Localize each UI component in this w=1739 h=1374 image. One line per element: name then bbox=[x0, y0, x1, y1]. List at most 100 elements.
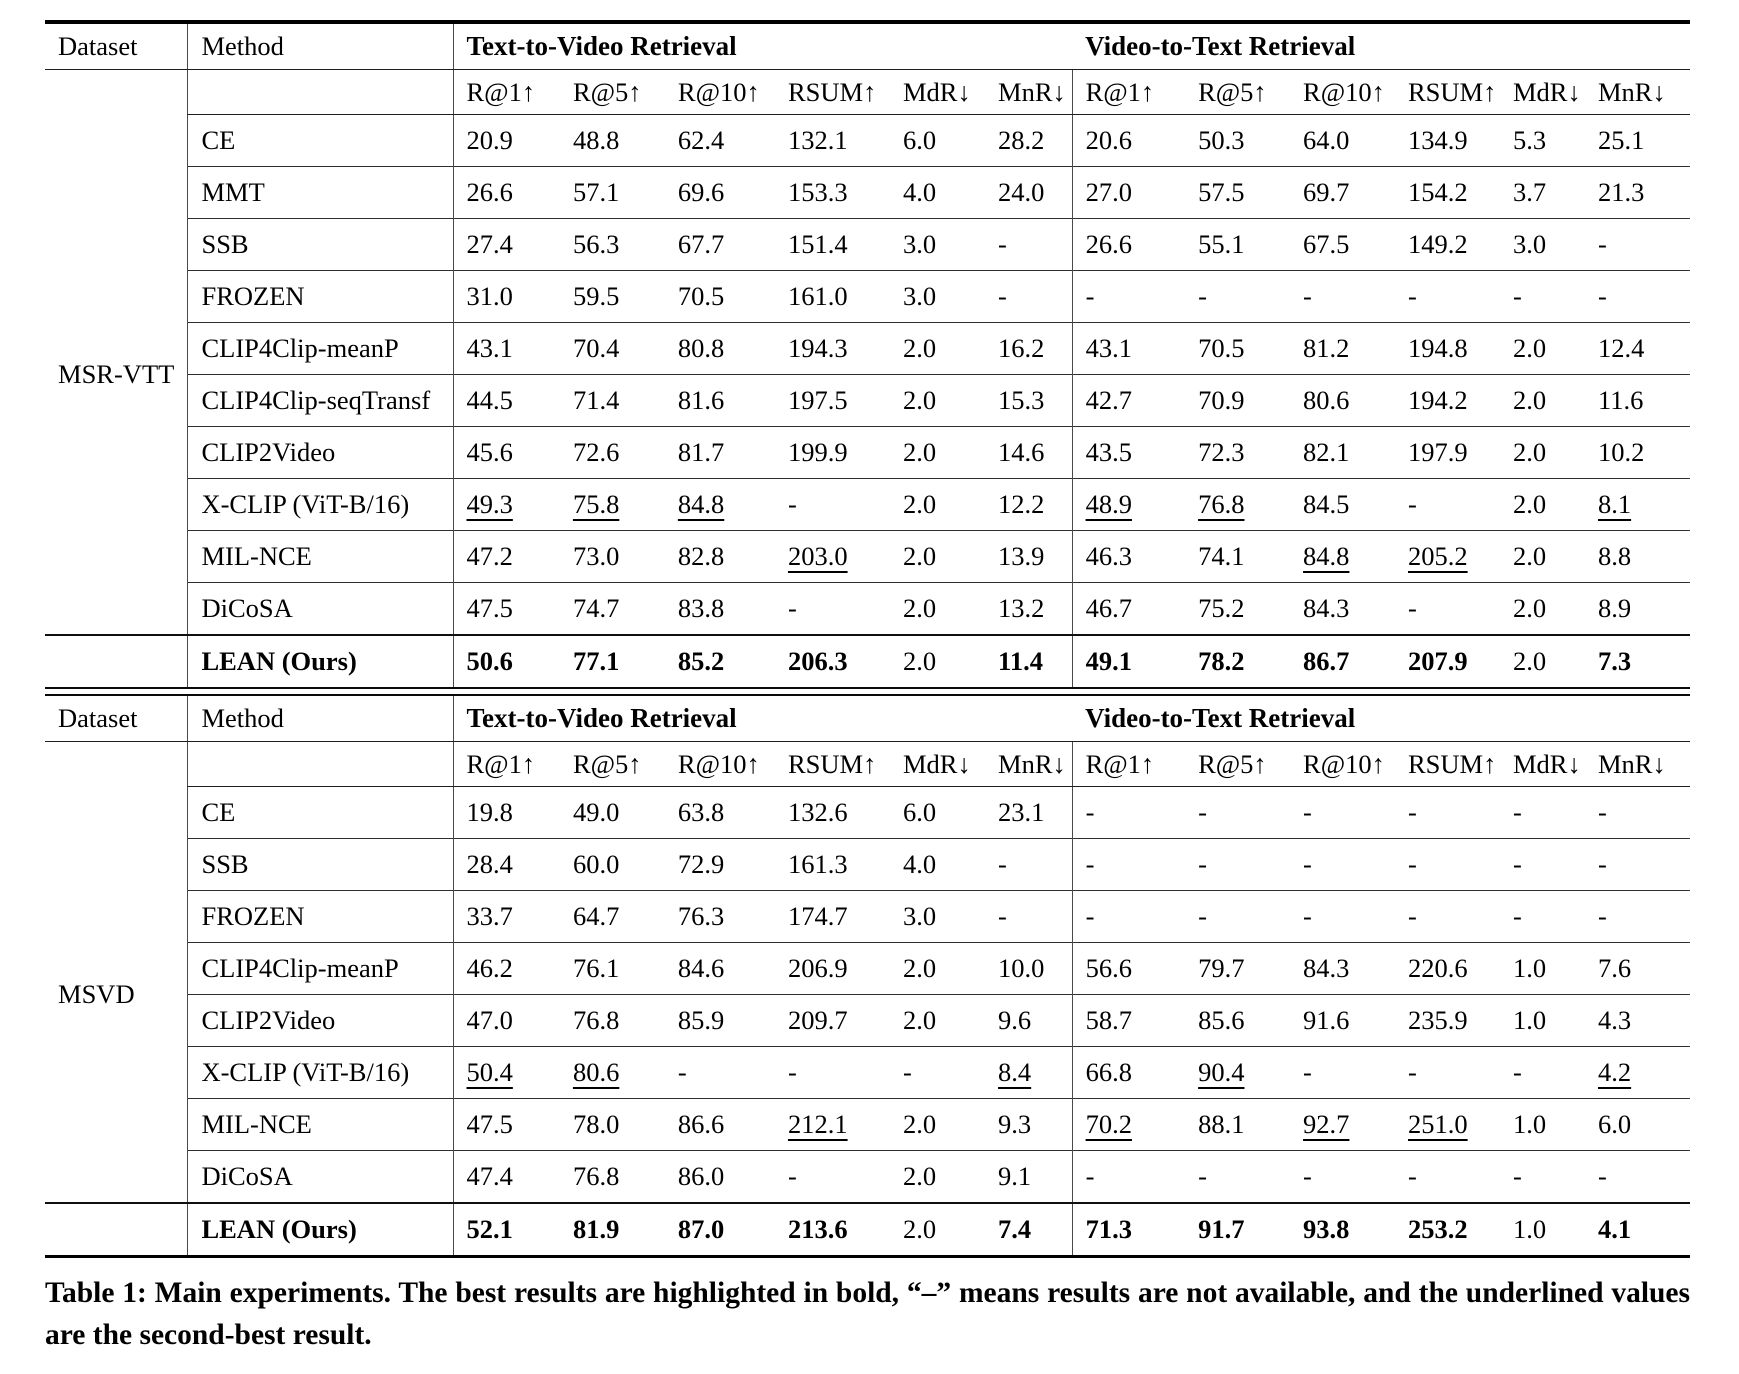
metric-cell: 5.3 bbox=[1512, 125, 1547, 155]
dataset-column-header: Dataset bbox=[45, 22, 188, 70]
group-header-video-to-text: Video-to-Text Retrieval bbox=[1072, 696, 1690, 742]
metric-cell: 2.0 bbox=[889, 942, 986, 995]
method-cell: LEAN (Ours) bbox=[187, 1202, 453, 1257]
metric-header: RSUM↑ bbox=[1395, 741, 1500, 787]
metric-cell: 10.2 bbox=[1584, 426, 1690, 479]
metric-header: R@10↑ bbox=[1290, 741, 1395, 787]
metric-cell: - bbox=[985, 838, 1073, 891]
group-header-video-to-text: Video-to-Text Retrieval bbox=[1072, 22, 1690, 70]
dataset-empty-cell bbox=[45, 634, 188, 687]
metric-cell: 8.9 bbox=[1584, 582, 1690, 635]
metric-cell: - bbox=[1290, 838, 1395, 891]
metric-cell: 161.0 bbox=[774, 270, 890, 323]
metric-cell: 3.0 bbox=[889, 270, 986, 323]
metric-cell: - bbox=[1198, 797, 1207, 827]
metric-cell: 58.7 bbox=[1071, 994, 1186, 1047]
metric-header: R@1↑ bbox=[452, 69, 560, 115]
metric-cell: 82.8 bbox=[664, 530, 775, 583]
table-row: LEAN (Ours) 50.6 77.1 85.2 206.3 2.0 11.4 49.1 7… bbox=[45, 634, 1690, 687]
metric-cell: 1.0 bbox=[1499, 1202, 1585, 1257]
metric-cell: - bbox=[985, 270, 1073, 323]
metric-cell: 251.0 bbox=[1395, 1098, 1500, 1151]
metric-cell: 2.0 bbox=[1499, 322, 1585, 375]
metric-cell: 46.7 bbox=[1071, 582, 1186, 635]
metric-cell: 81.2 bbox=[1290, 322, 1395, 375]
metric-cell: 79.7 bbox=[1185, 942, 1291, 995]
table-row: CLIP2Video 45.6 72.6 81.7 199.9 2.0 14.6 43.5 72… bbox=[45, 426, 1690, 479]
metric-cell: - bbox=[774, 1150, 890, 1203]
metric-cell: 42.7 bbox=[1071, 374, 1186, 427]
metric-cell: 57.1 bbox=[559, 166, 665, 219]
metric-cell: 74.1 bbox=[1185, 530, 1291, 583]
table-row: MIL-NCE 47.2 73.0 82.8 203.0 2.0 13.9 46.3 74.1 8… bbox=[45, 530, 1690, 583]
metric-cell: 6.0 bbox=[1584, 1098, 1690, 1151]
method-cell: CLIP4Clip-meanP bbox=[187, 322, 453, 375]
metric-cell: 20.6 bbox=[1071, 114, 1186, 167]
metric-cell: 67.5 bbox=[1290, 218, 1395, 271]
metric-cell: - bbox=[774, 582, 890, 635]
dataset-header-spacer bbox=[45, 742, 188, 787]
metric-cell: 1.0 bbox=[1499, 942, 1585, 995]
metric-cell: 59.5 bbox=[559, 270, 665, 323]
metric-cell: - bbox=[1185, 838, 1291, 891]
table-row: FROZEN 33.7 64.7 76.3 174.7 3.0- - - - - - - bbox=[45, 890, 1690, 943]
metric-cell: 199.9 bbox=[774, 426, 890, 479]
metric-cell: 212.1 bbox=[774, 1098, 890, 1151]
metric-cell: 66.8 bbox=[1071, 1046, 1186, 1099]
metric-cell: 46.3 bbox=[1071, 530, 1186, 583]
metric-cell: 2.0 bbox=[889, 322, 986, 375]
metric-cell: 26.6 bbox=[1071, 218, 1186, 271]
metric-cell: 2.0 bbox=[889, 478, 986, 531]
metric-cell: 50.4 bbox=[452, 1046, 560, 1099]
table-row: CLIP2Video 47.0 76.8 85.9 209.7 2.0 9.6 58.7 85.… bbox=[45, 994, 1690, 1047]
metric-cell: 3.0 bbox=[889, 890, 986, 943]
method-header-spacer bbox=[187, 741, 453, 787]
metric-cell: 4.3 bbox=[1584, 994, 1690, 1047]
metric-cell: - bbox=[1290, 1046, 1395, 1099]
dataset-header-spacer bbox=[45, 70, 188, 115]
metric-cell: - bbox=[1499, 890, 1585, 943]
metric-cell: 8.4 bbox=[985, 1046, 1073, 1099]
metric-header: MnR↓ bbox=[985, 741, 1073, 787]
metric-cell: 84.3 bbox=[1290, 942, 1395, 995]
group-header-text-to-video: Text-to-Video Retrieval bbox=[452, 22, 1073, 70]
dataset-cell: MSR-VTT bbox=[58, 358, 175, 389]
metric-cell: 153.3 bbox=[774, 166, 890, 219]
method-cell: MIL-NCE bbox=[187, 1098, 453, 1151]
group-header-text-to-video: Text-to-Video Retrieval bbox=[452, 696, 1073, 742]
metric-cell: - bbox=[1395, 1150, 1500, 1203]
metric-cell: 82.1 bbox=[1290, 426, 1395, 479]
table-header: Dataset Method Text-to-Video Retrieval Vide… bbox=[45, 696, 1690, 787]
metric-cell: 1.0 bbox=[1499, 1098, 1585, 1151]
metric-cell: 9.3 bbox=[985, 1098, 1073, 1151]
method-cell: CE bbox=[187, 786, 453, 839]
metric-cell: 2.0 bbox=[1499, 634, 1585, 687]
method-column-header: Method bbox=[187, 22, 453, 70]
metric-cell: - bbox=[1597, 797, 1607, 827]
metric-cell: 23.1 bbox=[998, 797, 1045, 827]
table-row: FROZEN 31.0 59.5 70.5 161.0 3.0- - - - - - - bbox=[45, 270, 1690, 323]
metric-cell: 91.6 bbox=[1290, 994, 1395, 1047]
metric-cell: 86.7 bbox=[1290, 634, 1395, 687]
metric-cell: 73.0 bbox=[559, 530, 665, 583]
metric-cell: - bbox=[1395, 478, 1500, 531]
metric-cell: 93.8 bbox=[1290, 1202, 1395, 1257]
metric-header: MdR↓ bbox=[1499, 69, 1585, 115]
metric-cell: 86.0 bbox=[664, 1150, 775, 1203]
metric-cell: 80.6 bbox=[1290, 374, 1395, 427]
metric-cell: - bbox=[889, 1046, 986, 1099]
metric-cell: 81.7 bbox=[664, 426, 775, 479]
metric-cell: 21.3 bbox=[1584, 166, 1690, 219]
metric-header: R@10↑ bbox=[664, 69, 775, 115]
metric-cell: 2.0 bbox=[889, 1098, 986, 1151]
metric-cell: 2.0 bbox=[889, 530, 986, 583]
method-cell: DiCoSA bbox=[187, 582, 453, 635]
metric-cell: 71.4 bbox=[559, 374, 665, 427]
metric-header: R@5↑ bbox=[559, 741, 665, 787]
metric-cell: - bbox=[774, 1046, 890, 1099]
metric-cell: 209.7 bbox=[774, 994, 890, 1047]
metric-cell: 76.1 bbox=[559, 942, 665, 995]
metric-cell: 25.1 bbox=[1597, 125, 1645, 155]
method-cell: CE bbox=[187, 114, 453, 167]
table-row: DiCoSA 47.4 76.8 86.0-2.0 9.1- - - - - - bbox=[45, 1150, 1690, 1203]
